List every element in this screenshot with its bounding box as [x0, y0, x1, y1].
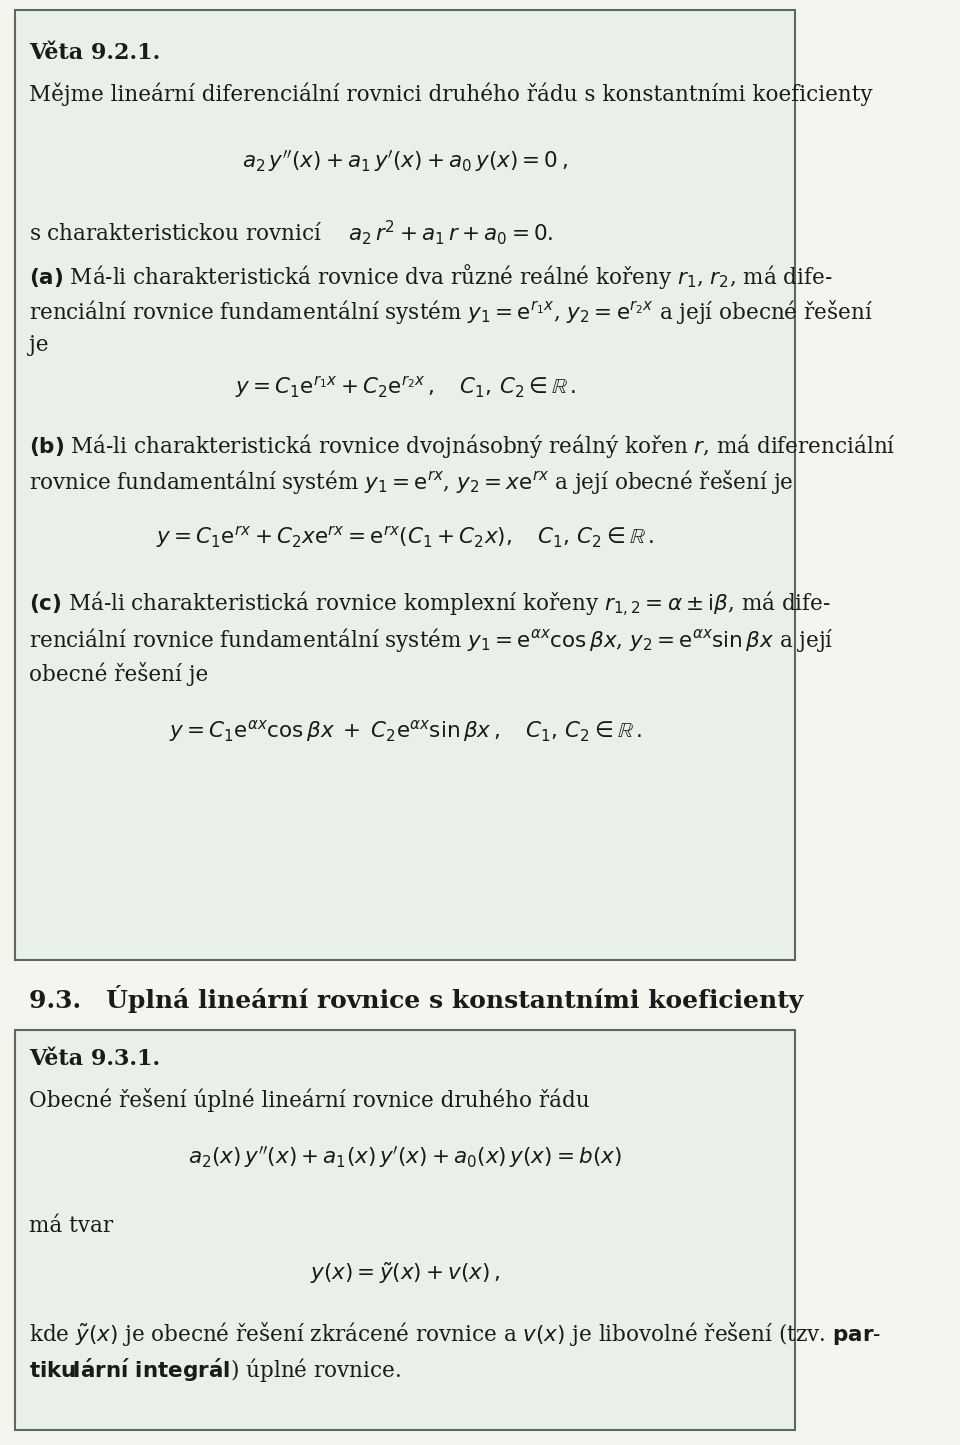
Text: renciální rovnice fundamentální systém $y_1 = \mathrm{e}^{r_1 x}$, $y_2 = \mathr: renciální rovnice fundamentální systém $…	[29, 298, 873, 327]
Text: $y = C_1\mathrm{e}^{\alpha x}\cos\beta x \;+\; C_2\mathrm{e}^{\alpha x}\sin\beta: $y = C_1\mathrm{e}^{\alpha x}\cos\beta x…	[169, 718, 642, 744]
Text: $y = C_1\mathrm{e}^{r_1 x} + C_2\mathrm{e}^{r_2 x}\,,\quad C_1,\,C_2 \in \mathbb: $y = C_1\mathrm{e}^{r_1 x} + C_2\mathrm{…	[235, 376, 576, 402]
Text: má tvar: má tvar	[29, 1215, 113, 1237]
Text: obecné řešení je: obecné řešení je	[29, 662, 208, 686]
Text: $a_2\,y''(x) + a_1\,y'(x) + a_0\,y(x) = 0\,,$: $a_2\,y''(x) + a_1\,y'(x) + a_0\,y(x) = …	[243, 147, 568, 173]
Text: rovnice fundamentální systém $y_1 = \mathrm{e}^{rx}$, $y_2 = x\mathrm{e}^{rx}$ a: rovnice fundamentální systém $y_1 = \mat…	[29, 468, 793, 496]
Text: $\mathbf{(a)}$ Má-li charakteristická rovnice dva různé reálné kořeny $r_1$, $r_: $\mathbf{(a)}$ Má-li charakteristická ro…	[29, 262, 832, 290]
FancyBboxPatch shape	[15, 10, 796, 959]
Text: je: je	[29, 334, 48, 355]
Text: Obecné řešení úplné lineární rovnice druhého řádu: Obecné řešení úplné lineární rovnice dru…	[29, 1088, 589, 1113]
Text: $y = C_1\mathrm{e}^{rx} + C_2 x\mathrm{e}^{rx} = \mathrm{e}^{rx}\left(C_1 + C_2 : $y = C_1\mathrm{e}^{rx} + C_2 x\mathrm{e…	[156, 525, 655, 551]
Text: $\mathbf{tiku\!l\acute{a}rn\acute{\i}\ integr\acute{a}l}$) úplné rovnice.: $\mathbf{tiku\!l\acute{a}rn\acute{\i}\ i…	[29, 1355, 400, 1384]
FancyBboxPatch shape	[15, 1030, 796, 1431]
Text: kde $\tilde{y}(x)$ je obecné řešení zkrácené rovnice a $v(x)$ je libovolné řešen: kde $\tilde{y}(x)$ je obecné řešení zkrá…	[29, 1319, 881, 1348]
Text: Věta 9.2.1.: Věta 9.2.1.	[29, 42, 160, 64]
Text: Věta 9.3.1.: Věta 9.3.1.	[29, 1048, 159, 1069]
Text: $\mathbf{(c)}$ Má-li charakteristická rovnice komplexní kořeny $r_{1,2} = \alpha: $\mathbf{(c)}$ Má-li charakteristická ro…	[29, 590, 830, 620]
Text: 9.3.  Úplná lineární rovnice s konstantními koeficienty: 9.3. Úplná lineární rovnice s konstantní…	[29, 985, 803, 1013]
Text: Mějme lineární diferenciální rovnici druhého řádu s konstantními koeficienty: Mějme lineární diferenciální rovnici dru…	[29, 82, 873, 105]
Text: $\mathbf{(b)}$ Má-li charakteristická rovnice dvojnásobný reálný kořen $r$, má d: $\mathbf{(b)}$ Má-li charakteristická ro…	[29, 432, 896, 460]
Text: renciální rovnice fundamentální systém $y_1 = \mathrm{e}^{\alpha x}\cos\beta x$,: renciální rovnice fundamentální systém $…	[29, 626, 833, 655]
Text: $a_2(x)\,y''(x) + a_1(x)\,y'(x) + a_0(x)\,y(x) = b(x)$: $a_2(x)\,y''(x) + a_1(x)\,y'(x) + a_0(x)…	[188, 1144, 622, 1170]
Text: $y(x) = \tilde{y}(x) + v(x)\,,$: $y(x) = \tilde{y}(x) + v(x)\,,$	[310, 1260, 500, 1286]
Text: s charakteristickou rovnicí $\quad a_2\,r^2 + a_1\,r + a_0 = 0.$: s charakteristickou rovnicí $\quad a_2\,…	[29, 218, 553, 247]
